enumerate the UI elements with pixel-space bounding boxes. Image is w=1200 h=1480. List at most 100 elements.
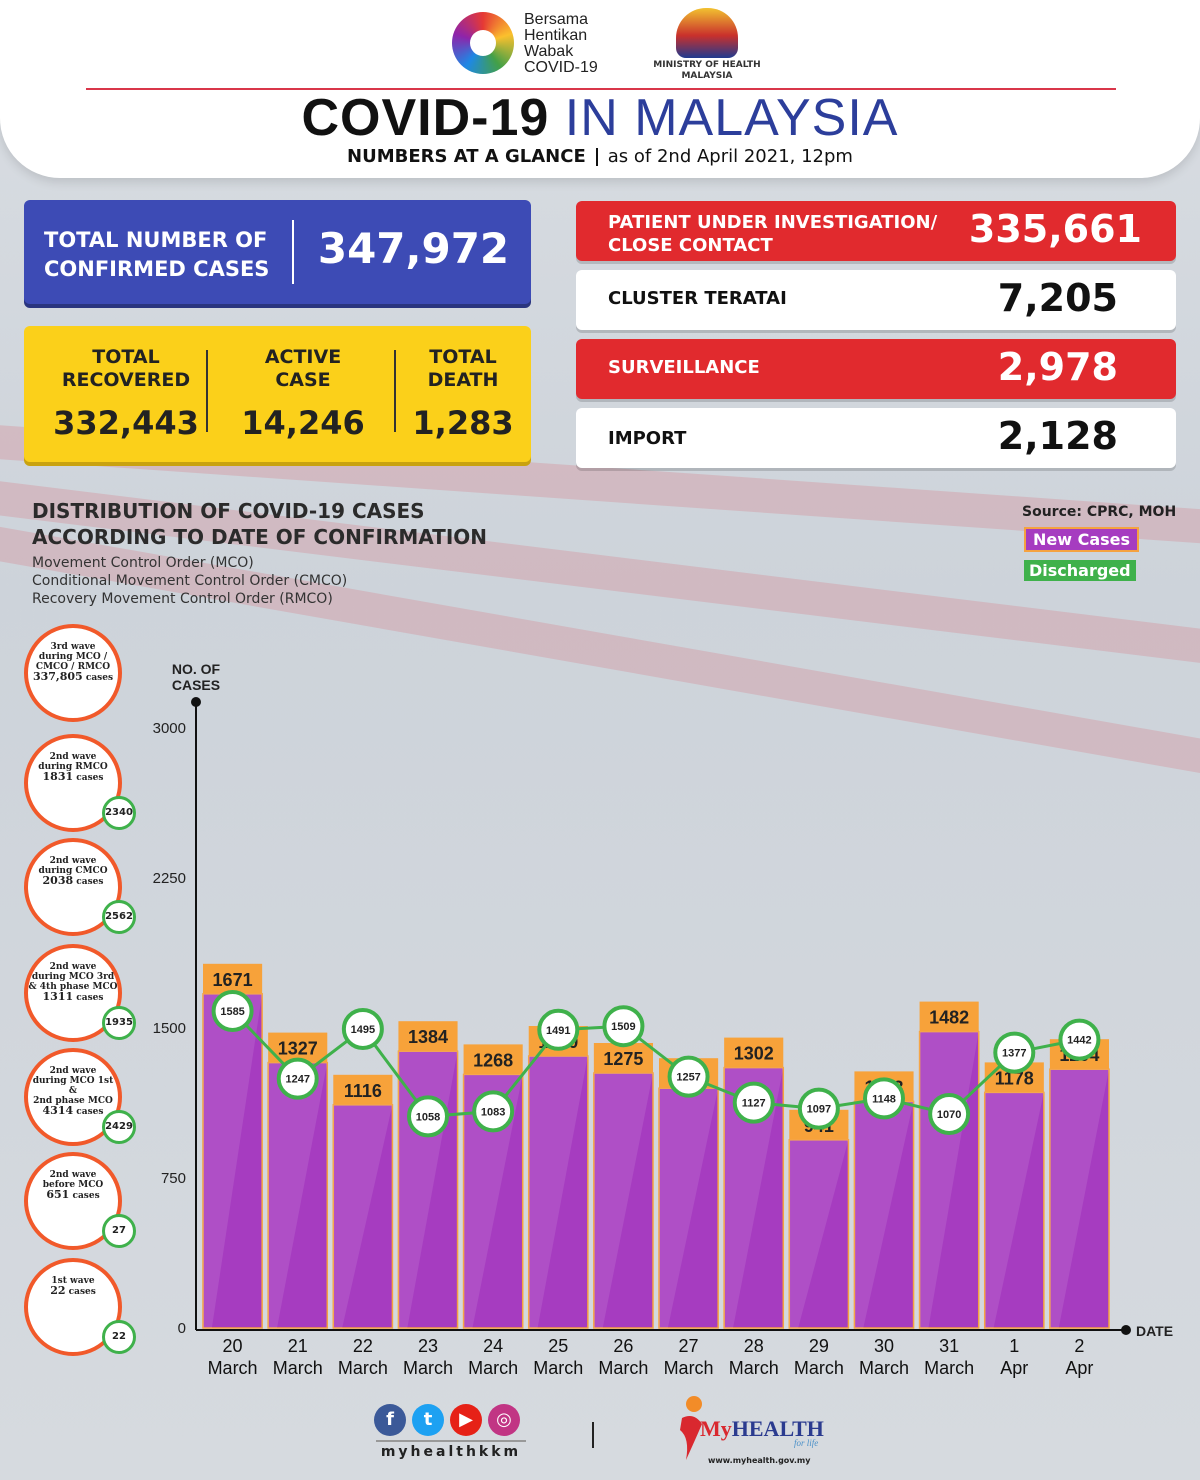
y-tick-label: 0 [178, 1320, 186, 1337]
myhealth-name-my: My [700, 1416, 732, 1441]
bar [918, 1030, 980, 1329]
wave-count: 2038 [42, 874, 74, 887]
category-label-line: PATIENT UNDER INVESTIGATION/ [608, 212, 938, 233]
x-tick-label: March [468, 1358, 518, 1378]
header-divider [86, 88, 1116, 90]
youtube-icon[interactable]: ▶ [450, 1404, 482, 1436]
x-tick-label: 24 [483, 1336, 503, 1356]
discharged-point [211, 990, 254, 1032]
wave-label-line: 3rd wave [50, 642, 96, 652]
x-tick-label: 30 [874, 1336, 894, 1356]
discharged-value-label: 1070 [937, 1109, 961, 1121]
bar-value-label: 1268 [473, 1050, 513, 1070]
bar-label-box [789, 1109, 849, 1140]
outcomes-divider [206, 350, 208, 432]
facebook-icon[interactable]: f [374, 1404, 406, 1436]
wave-unit: cases [76, 877, 104, 887]
discharged-point [407, 1095, 449, 1138]
x-tick-label: March [208, 1358, 258, 1378]
x-tick-label: 22 [353, 1336, 373, 1356]
wave-circle: 3rd wave during MCO / CMCO / RMCO 337,805 c… [24, 624, 122, 722]
wave-label-line: CMCO / RMCO [35, 662, 111, 672]
bar [788, 1139, 850, 1329]
death-label: DEATH [427, 369, 499, 391]
bar-highlight [593, 1073, 653, 1328]
x-tick-label: March [794, 1358, 844, 1378]
ministry-label: MINISTRY OF HEALTH MALAYSIA [640, 60, 774, 82]
confirmed-label: TOTAL NUMBER OF CONFIRMED CASES [44, 226, 269, 284]
logo-line: Wabak [524, 43, 574, 60]
discharged-point [537, 1008, 580, 1051]
logo-line: Hentikan [524, 27, 588, 44]
wave-count: 651 [46, 1188, 70, 1201]
bar [267, 1061, 329, 1329]
discharged-point [732, 1081, 775, 1124]
bar-label-box [724, 1037, 784, 1068]
bar-highlight [659, 1088, 719, 1328]
discharged-value-label: 1257 [676, 1072, 700, 1084]
discharged-point [472, 1090, 515, 1133]
confirmed-value: 347,972 [317, 224, 510, 273]
wave-text: 3rd wave during MCO / CMCO / RMCO 337,805 c… [28, 642, 118, 683]
wave-label-line: 2nd phase MCO [33, 1096, 113, 1106]
distribution-note: Movement Control Order (MCO) [32, 555, 254, 571]
bar-label-box [659, 1058, 719, 1089]
x-tick-label: 25 [548, 1336, 568, 1356]
bar [397, 1050, 459, 1329]
y-axis-label: NO. OF [172, 661, 221, 677]
bar-label-box [984, 1062, 1044, 1093]
x-tick-label: 21 [288, 1336, 308, 1356]
death-label: TOTAL [429, 346, 497, 368]
wave-label-line: 2nd wave [49, 1066, 97, 1076]
twitter-icon[interactable]: t [412, 1404, 444, 1436]
recovered-column: TOTAL RECOVERED 332,443 [36, 346, 216, 442]
bar [1049, 1068, 1110, 1329]
source-label: Source: CPRC, MOH [1022, 504, 1177, 520]
wave-discharged-badge: 2562 [102, 900, 136, 934]
x-tick-label: 31 [939, 1336, 959, 1356]
wave-unit: cases [72, 1191, 100, 1201]
myhealth-logo: MyHEALTH for life www.myhealth.gov.my [676, 1394, 836, 1468]
outcomes-divider [394, 350, 396, 432]
discharged-point [667, 1055, 710, 1098]
wave-label-line: 2nd wave [49, 752, 97, 762]
title-blue: IN MALAYSIA [564, 89, 899, 147]
category-label: IMPORT [608, 428, 687, 449]
bar-highlight [333, 1104, 393, 1328]
bar-value-label: 1482 [929, 1008, 969, 1028]
wave-count: 1311 [42, 990, 74, 1003]
instagram-icon[interactable]: ◎ [488, 1404, 520, 1436]
social-handle[interactable]: myhealthkkm [376, 1440, 526, 1460]
x-tick-label: 2 [1074, 1336, 1084, 1356]
wave-discharged-badge: 27 [102, 1214, 136, 1248]
bar-label-box [854, 1071, 914, 1102]
bar [593, 1072, 654, 1329]
bar [462, 1073, 524, 1329]
x-tick-label: March [273, 1358, 323, 1378]
myhealth-figure-icon [680, 1396, 702, 1460]
coat-of-arms-icon [676, 8, 738, 58]
active-value: 14,246 [241, 404, 365, 442]
wave-circle: 2nd wave during MCO 1st & 2nd phase MCO 431… [24, 1048, 122, 1146]
confirmed-divider [292, 220, 294, 284]
bar-label-box [528, 1026, 588, 1056]
distribution-note: Conditional Movement Control Order (CMCO… [32, 573, 348, 589]
ministry-line: MALAYSIA [681, 71, 733, 81]
discharged-point [341, 1008, 384, 1050]
distribution-title-line: ACCORDING TO DATE OF CONFIRMATION [32, 525, 487, 549]
discharged-value-label: 1083 [481, 1106, 505, 1118]
y-axis-dot [191, 697, 201, 707]
x-axis-dot [1121, 1325, 1131, 1335]
campaign-logo-icon [452, 12, 514, 74]
bar-highlight [984, 1092, 1044, 1328]
wave-label-line: 2nd wave [49, 1170, 97, 1180]
bar [853, 1100, 915, 1329]
category-label: SURVEILLANCE [608, 357, 760, 378]
x-tick-label: March [729, 1358, 779, 1378]
wave-text: 2nd wave during MCO 3rd & 4th phase MCO 131… [28, 962, 118, 1003]
bar [527, 1055, 589, 1329]
x-tick-label: 26 [613, 1336, 633, 1356]
bar-label-box [333, 1074, 393, 1105]
y-tick-label: 750 [161, 1170, 186, 1187]
wave-count-line: 22 cases [28, 1285, 118, 1297]
